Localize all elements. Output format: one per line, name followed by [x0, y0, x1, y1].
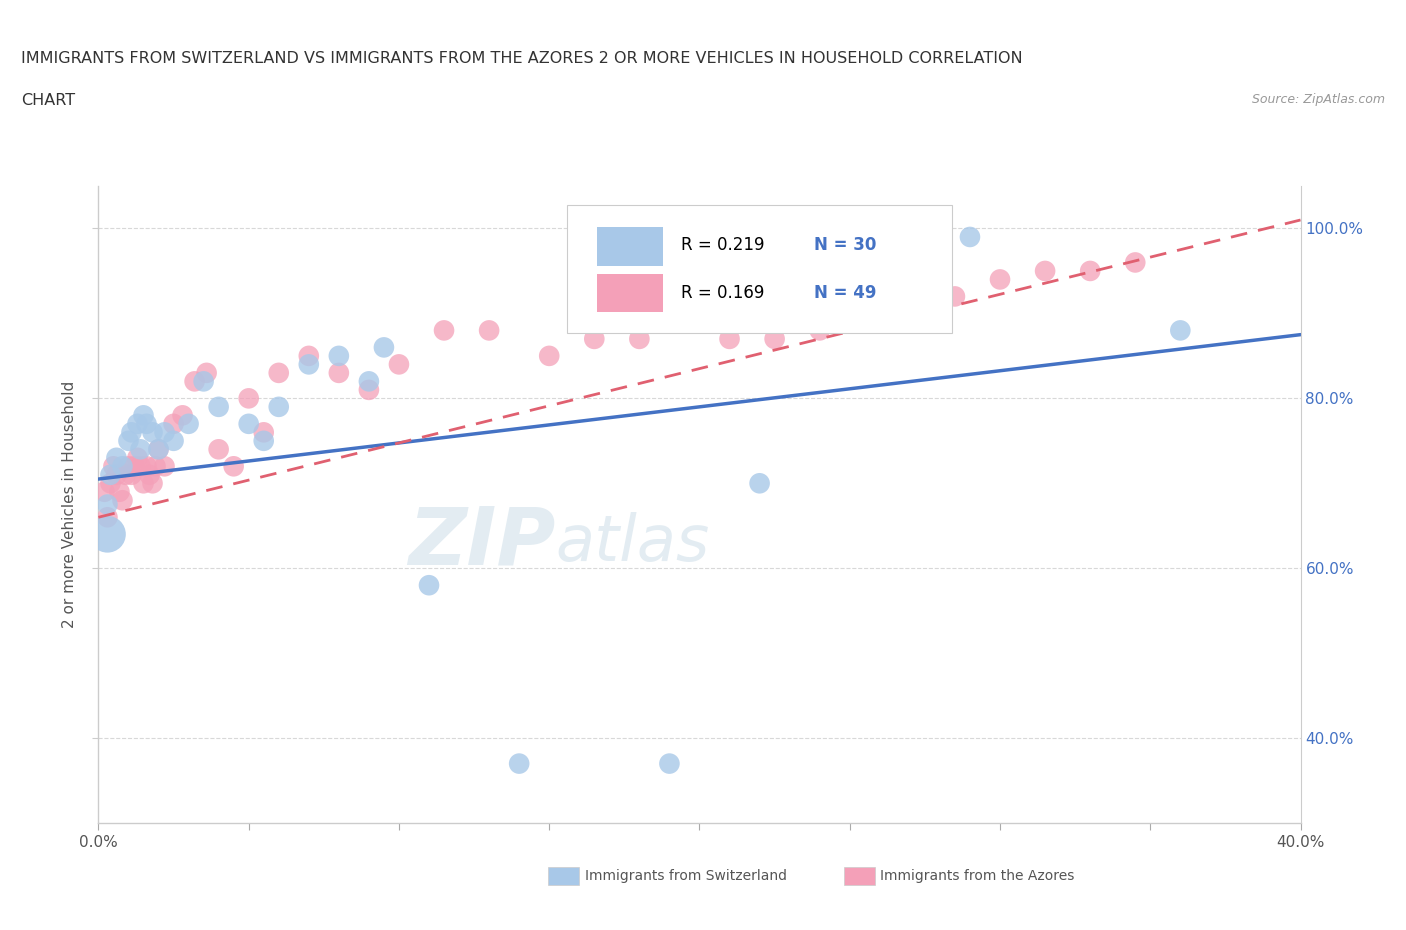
- Point: [172, 408, 194, 423]
- Point: [103, 458, 125, 473]
- Point: [943, 289, 966, 304]
- Point: [433, 323, 456, 338]
- Point: [114, 468, 136, 483]
- Point: [100, 468, 122, 483]
- Text: N = 49: N = 49: [814, 284, 876, 302]
- Point: [145, 458, 167, 473]
- Point: [162, 433, 184, 448]
- Point: [111, 458, 134, 473]
- FancyBboxPatch shape: [598, 274, 664, 312]
- Point: [253, 433, 276, 448]
- Point: [96, 498, 118, 512]
- Text: IMMIGRANTS FROM SWITZERLAND VS IMMIGRANTS FROM THE AZORES 2 OR MORE VEHICLES IN : IMMIGRANTS FROM SWITZERLAND VS IMMIGRANT…: [21, 51, 1022, 66]
- Point: [153, 458, 176, 473]
- Point: [583, 331, 606, 346]
- Point: [124, 458, 146, 473]
- Point: [808, 323, 831, 338]
- Y-axis label: 2 or more Vehicles in Household: 2 or more Vehicles in Household: [62, 381, 77, 628]
- Point: [153, 425, 176, 440]
- Text: N = 30: N = 30: [814, 235, 876, 254]
- Point: [208, 442, 231, 457]
- Point: [718, 331, 741, 346]
- Point: [111, 493, 134, 508]
- Point: [748, 476, 770, 491]
- Point: [1170, 323, 1192, 338]
- Point: [129, 442, 152, 457]
- Point: [853, 306, 876, 321]
- Point: [117, 458, 139, 473]
- Point: [132, 476, 155, 491]
- Point: [93, 485, 115, 499]
- Point: [127, 417, 149, 432]
- FancyBboxPatch shape: [567, 206, 952, 333]
- Point: [418, 578, 440, 592]
- Text: Immigrants from the Azores: Immigrants from the Azores: [880, 869, 1074, 883]
- Point: [132, 408, 155, 423]
- Point: [388, 357, 411, 372]
- Text: Immigrants from Switzerland: Immigrants from Switzerland: [585, 869, 787, 883]
- Text: R = 0.219: R = 0.219: [682, 235, 765, 254]
- Point: [357, 382, 380, 397]
- Point: [1033, 263, 1056, 278]
- Point: [127, 450, 149, 465]
- Point: [222, 458, 245, 473]
- Text: atlas: atlas: [555, 512, 710, 574]
- Point: [1123, 255, 1146, 270]
- Point: [238, 391, 260, 405]
- Text: CHART: CHART: [21, 93, 75, 108]
- Point: [478, 323, 501, 338]
- Point: [298, 349, 321, 364]
- Point: [373, 340, 395, 355]
- Point: [658, 756, 681, 771]
- FancyBboxPatch shape: [598, 228, 664, 266]
- Point: [959, 230, 981, 245]
- Point: [208, 399, 231, 414]
- Point: [763, 331, 786, 346]
- Point: [328, 365, 350, 380]
- Point: [1078, 263, 1101, 278]
- Point: [121, 468, 143, 483]
- Point: [357, 374, 380, 389]
- Point: [141, 425, 163, 440]
- Point: [141, 476, 163, 491]
- Point: [298, 357, 321, 372]
- Point: [183, 374, 205, 389]
- Point: [135, 417, 157, 432]
- Point: [898, 306, 921, 321]
- Point: [148, 442, 170, 457]
- Point: [117, 433, 139, 448]
- Point: [267, 365, 290, 380]
- Point: [673, 314, 696, 329]
- Point: [100, 476, 122, 491]
- Point: [988, 272, 1011, 286]
- Text: R = 0.169: R = 0.169: [682, 284, 765, 302]
- Point: [138, 468, 160, 483]
- Point: [267, 399, 290, 414]
- Point: [538, 349, 561, 364]
- Point: [105, 468, 128, 483]
- Point: [628, 331, 651, 346]
- Point: [96, 510, 118, 525]
- Text: ZIP: ZIP: [408, 504, 555, 582]
- Point: [238, 417, 260, 432]
- Point: [253, 425, 276, 440]
- Point: [105, 450, 128, 465]
- Point: [195, 365, 218, 380]
- Point: [508, 756, 530, 771]
- Point: [328, 349, 350, 364]
- Point: [96, 526, 118, 541]
- Point: [193, 374, 215, 389]
- Point: [177, 417, 200, 432]
- Point: [148, 442, 170, 457]
- Point: [121, 425, 143, 440]
- Point: [129, 458, 152, 473]
- Point: [162, 417, 184, 432]
- Point: [108, 485, 131, 499]
- Point: [135, 458, 157, 473]
- Text: Source: ZipAtlas.com: Source: ZipAtlas.com: [1251, 93, 1385, 106]
